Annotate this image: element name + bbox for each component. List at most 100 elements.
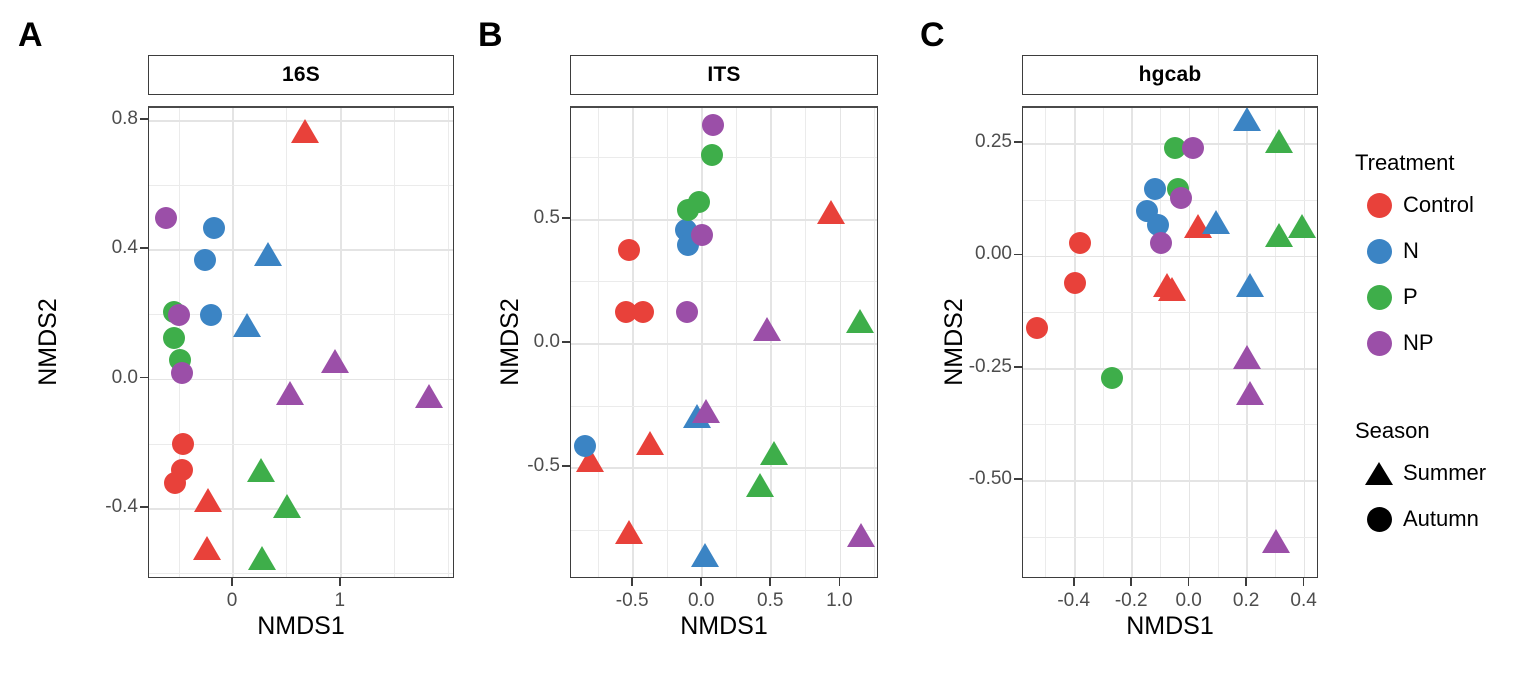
- panel-a-vgridline: [339, 108, 342, 577]
- panel-b-point-control-autumn: [615, 300, 638, 323]
- legend-item-autumn[interactable]: Autumn: [1355, 496, 1486, 542]
- panel-c-ytick: [1014, 253, 1022, 256]
- panel-a-point-control-autumn: [163, 472, 186, 494]
- panel-a-point-control-summer: [193, 536, 222, 561]
- panel-b-point-np-autumn: [702, 114, 725, 137]
- panel-a-ytick: [140, 247, 148, 250]
- panel-b-ytick: [562, 341, 570, 343]
- panel-c-yticklabel: 0.00: [975, 243, 1012, 265]
- panel-c-point-np-autumn: [1149, 231, 1172, 254]
- circle-icon: [1366, 284, 1392, 310]
- circle-icon: [1366, 192, 1392, 218]
- panel-b-point-control-summer: [635, 430, 664, 455]
- panel-c-xticklabel: 0.2: [1232, 590, 1260, 611]
- panel-c-xticklabel: -0.4: [1057, 590, 1091, 611]
- panel-c-point-n-summer: [1201, 209, 1230, 234]
- panel-c-yaxis-title: NMDS2: [940, 298, 968, 386]
- panel-a-point-np-autumn: [171, 362, 194, 385]
- circle-icon: [1366, 238, 1392, 264]
- panel-b-point-n-summer: [690, 542, 719, 567]
- panel-a-point-np-summer: [276, 380, 305, 405]
- panel-c-point-np-summer: [1236, 380, 1265, 405]
- panel-c-point-np-summer: [1261, 529, 1290, 554]
- panel-b-point-np-summer: [692, 398, 721, 423]
- panel-c-point-n-summer: [1233, 108, 1262, 131]
- panel-a-xticklabel: 0: [226, 590, 238, 611]
- legend-label: N: [1403, 238, 1419, 263]
- panel-c-point-np-autumn: [1170, 186, 1193, 209]
- panel-c-hgridline: [1023, 480, 1317, 482]
- panel-b-point-p-autumn: [700, 144, 723, 167]
- panel-b-vgridline: [874, 108, 876, 577]
- panel-b-vgridline: [598, 108, 600, 577]
- panel-b-yticklabel: 0.0: [533, 331, 560, 352]
- legend-key-circle-icon: [1355, 330, 1403, 356]
- legend-key-circle-icon: [1355, 192, 1403, 218]
- panel-c-vgridline: [1131, 108, 1133, 577]
- panel-a-title: 16S: [282, 63, 320, 86]
- legend-key-circle-icon: [1355, 284, 1403, 310]
- legend: Treatment Control N P NP Season Summer Autum…: [1355, 150, 1486, 542]
- panel-a-point-p-summer: [248, 545, 277, 570]
- panel-b-strip: ITS: [570, 55, 878, 95]
- panel-letter-a: A: [18, 16, 43, 54]
- panel-b-hgridline: [571, 405, 877, 407]
- panel-b-hgridline: [571, 467, 877, 469]
- panel-a-ytick: [140, 506, 148, 508]
- legend-label: Control: [1403, 192, 1474, 217]
- panel-b-point-p-autumn: [677, 198, 700, 221]
- panel-c-hgridline: [1023, 199, 1317, 201]
- panel-a-vgridline: [394, 108, 396, 577]
- panel-a-vgridline: [448, 108, 450, 577]
- panel-b-point-np-summer: [847, 522, 876, 547]
- panel-c-point-p-summer: [1264, 129, 1293, 154]
- panel-c-point-control-autumn: [1063, 272, 1086, 295]
- circle-icon: [1366, 330, 1392, 356]
- panel-c-ytick: [1014, 478, 1022, 480]
- legend-label: NP: [1403, 330, 1434, 355]
- panel-c-xticklabel: -0.2: [1114, 590, 1148, 611]
- panel-a-point-np-autumn: [155, 206, 178, 229]
- panel-c-vgridline: [1246, 108, 1248, 577]
- panel-b-hgridline: [571, 218, 877, 221]
- legend-key-triangle-icon: [1355, 461, 1403, 485]
- panel-c-xticklabel: 0.4: [1290, 590, 1317, 611]
- panel-b: B: [470, 0, 910, 680]
- triangle-icon: [1365, 461, 1393, 485]
- panel-b-xaxis-title: NMDS1: [680, 612, 768, 640]
- panel-b-yticklabel: -0.5: [527, 455, 560, 477]
- panel-c-point-p-summer: [1287, 214, 1316, 239]
- legend-item-control[interactable]: Control: [1355, 182, 1486, 228]
- panel-c-xticklabel: 0.0: [1175, 590, 1202, 611]
- panel-c-xtick: [1187, 578, 1190, 586]
- panel-c-strip: hgcab: [1022, 55, 1318, 95]
- legend-item-np[interactable]: NP: [1355, 320, 1486, 366]
- panel-c-yticklabel: -0.25: [968, 355, 1012, 377]
- legend-season-items: Summer Autumn: [1355, 450, 1486, 542]
- panel-a-point-n-autumn: [202, 216, 225, 239]
- panel-c-point-n-autumn: [1147, 213, 1170, 236]
- panel-b-vgridline: [632, 108, 634, 577]
- panel-c-xtick: [1245, 578, 1247, 586]
- panel-b-xticklabel: 1.0: [826, 590, 853, 611]
- panel-a-point-np-summer: [321, 348, 350, 373]
- panel-b-vgridline: [805, 108, 807, 577]
- legend-label: P: [1403, 284, 1418, 309]
- legend-item-summer[interactable]: Summer: [1355, 450, 1486, 496]
- panel-b-point-control-summer: [615, 520, 643, 545]
- panel-b-point-control-autumn: [618, 238, 640, 261]
- panel-b-ytick: [562, 216, 570, 219]
- panel-b-yaxis-title: NMDS2: [496, 298, 524, 386]
- panel-a-vgridline: [286, 108, 288, 577]
- panel-b-xtick: [769, 578, 772, 586]
- panel-b-vgridline: [701, 108, 703, 577]
- legend-item-p[interactable]: P: [1355, 274, 1486, 320]
- panel-a-yticklabel: -0.4: [105, 495, 138, 517]
- panel-c-plot-area: [1022, 106, 1318, 578]
- panel-b-point-p-summer: [760, 440, 789, 465]
- panel-a-point-np-summer: [415, 384, 444, 409]
- panel-letter-b: B: [478, 16, 503, 54]
- panel-c-point-p-autumn: [1101, 366, 1124, 389]
- legend-item-n[interactable]: N: [1355, 228, 1486, 274]
- panel-a-point-control-autumn: [172, 433, 195, 456]
